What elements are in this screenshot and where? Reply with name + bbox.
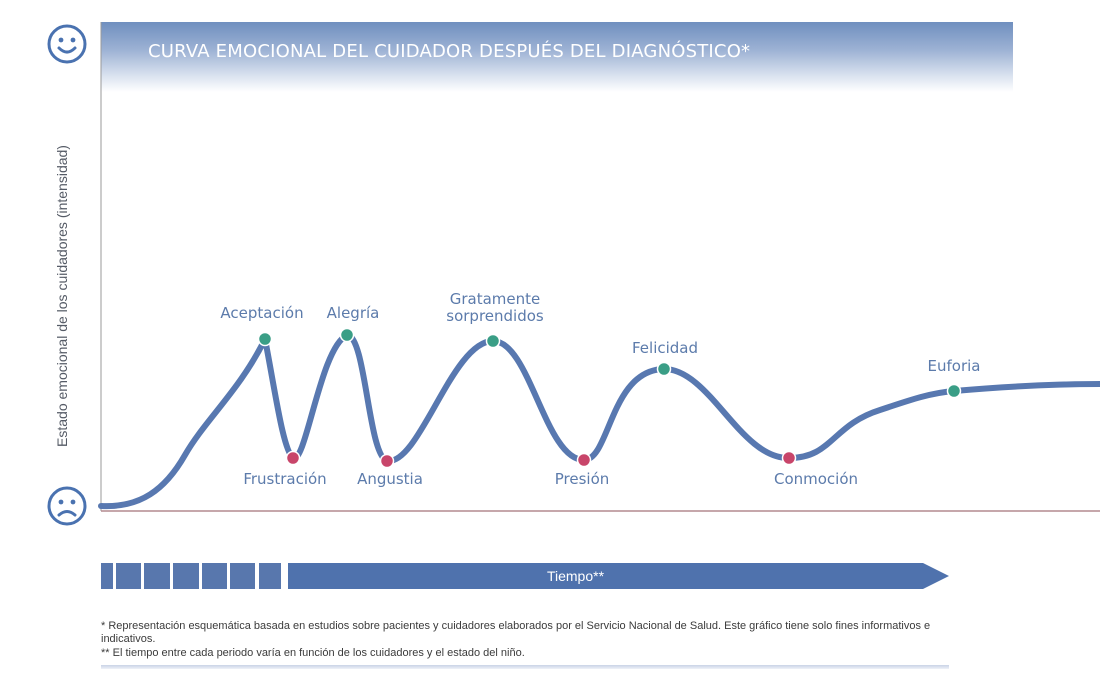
curve-points: Aceptación Frustración Alegría Angustia Grat…	[220, 290, 980, 488]
time-arrow-body	[288, 563, 923, 589]
point-label: Angustia	[357, 470, 423, 488]
point-marker-positive	[257, 331, 273, 347]
point-label: Frustración	[243, 470, 326, 488]
time-axis-label: Tiempo**	[546, 568, 605, 584]
time-arrow-head-icon	[923, 563, 949, 589]
chart-title: CURVA EMOCIONAL DEL CUIDADOR DESPUÉS DEL…	[148, 41, 751, 62]
point-label: Presión	[555, 470, 610, 488]
time-segment	[116, 563, 141, 589]
time-segment	[259, 563, 281, 589]
point-label: Euforia	[928, 357, 981, 375]
footnote-1: * Representación esquemática basada en e…	[101, 620, 931, 645]
time-segment	[202, 563, 227, 589]
happy-face-icon	[47, 24, 87, 64]
point-marker-negative	[781, 450, 797, 466]
point-label: Conmoción	[774, 470, 858, 488]
point-label: Felicidad	[632, 339, 698, 357]
time-segment	[101, 563, 113, 589]
point-marker-negative	[576, 452, 592, 468]
point-marker-positive	[485, 333, 501, 349]
point-marker-positive	[339, 327, 355, 343]
point-marker-positive	[656, 361, 672, 377]
point-marker-negative	[379, 453, 395, 469]
sad-face-icon	[47, 486, 87, 526]
point-marker-negative	[285, 450, 301, 466]
point-label: sorprendidos	[446, 307, 544, 325]
point-marker-positive	[946, 383, 962, 399]
point-label: Aceptación	[220, 304, 303, 322]
point-label: Gratamente	[450, 290, 541, 308]
point-label: Alegría	[327, 304, 380, 322]
time-segment	[173, 563, 199, 589]
emotional-curve-chart: Aceptación Frustración Alegría Angustia Grat…	[98, 22, 1100, 512]
footer-divider	[101, 665, 949, 669]
footnote-2: ** El tiempo entre cada periodo varía en…	[101, 647, 525, 659]
title-banner	[101, 22, 1013, 92]
time-segment	[144, 563, 170, 589]
time-segment	[230, 563, 255, 589]
